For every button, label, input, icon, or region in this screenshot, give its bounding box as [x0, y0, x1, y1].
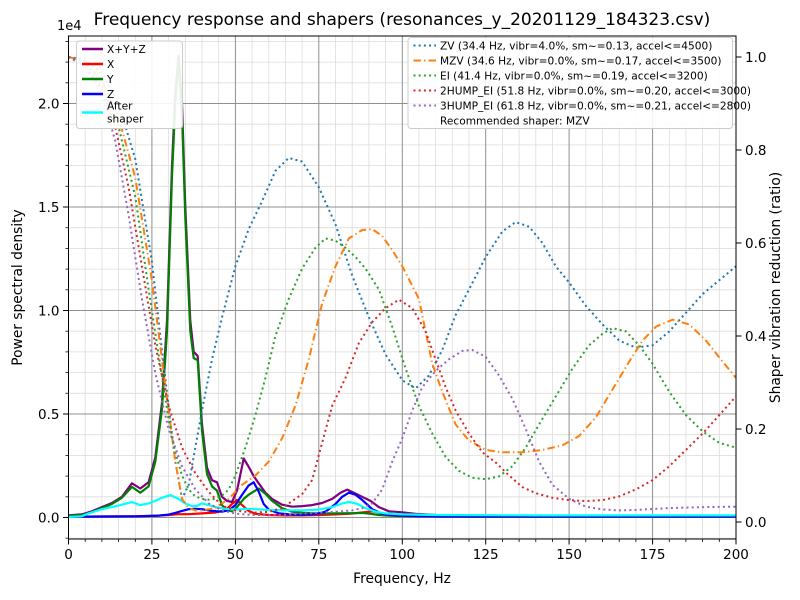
legend-recommended-shaper: Recommended shaper: MZV: [440, 115, 590, 127]
x-tick-label: 0: [64, 547, 73, 563]
chart-title: Frequency response and shapers (resonanc…: [94, 10, 711, 30]
legend-item-label: After: [107, 101, 133, 113]
legend-item-label: 2HUMP_EI (51.8 Hz, vibr=0.0%, sm~=0.20, …: [440, 85, 751, 97]
series-zv-line: [68, 56, 736, 500]
y-right-tick-label: 0.8: [745, 143, 766, 159]
y-left-tick-label: 0.0: [38, 510, 59, 526]
y-left-tick-label: 1.5: [38, 200, 59, 216]
x-tick-label: 75: [310, 547, 327, 563]
y-right-tick-label: 1.0: [745, 50, 766, 66]
legend-item-x: X: [82, 59, 114, 71]
legend-item-label: EI (41.4 Hz, vibr=0.0%, sm~=0.19, accel<…: [440, 70, 708, 82]
legend-item-zv: ZV (34.4 Hz, vibr=4.0%, sm~=0.13, accel<…: [413, 40, 712, 52]
x-axis-label: Frequency, Hz: [353, 571, 451, 587]
axes-layer: 0 25 50 75 100 125 150 175 200 0.0 0.5 1.0 1.5 2.0 0.0…: [38, 35, 766, 563]
x-tick-label: 125: [473, 547, 499, 563]
y-left-offset-text: 1e4: [57, 19, 82, 34]
legend-item-label: X: [107, 59, 114, 71]
y-right-axis-label: Shaper vibration reduction (ratio): [768, 172, 784, 403]
legend-shapers-frame: [407, 37, 733, 129]
legend-item-label: shaper: [107, 114, 144, 126]
y-right-tick-label: 0.2: [745, 422, 766, 438]
y-left-tick-label: 1.0: [38, 303, 59, 319]
y-left-tick-label: 0.5: [38, 407, 59, 423]
x-tick-label: 175: [640, 547, 666, 563]
y-right-tick-label: 0.6: [745, 236, 766, 252]
legend-item-label: X+Y+Z: [107, 44, 146, 56]
legend-item-2hump_ei: 2HUMP_EI (51.8 Hz, vibr=0.0%, sm~=0.20, …: [413, 85, 751, 97]
legend-item-ei: EI (41.4 Hz, vibr=0.0%, sm~=0.19, accel<…: [413, 70, 708, 82]
series-mzv-line: [68, 56, 736, 512]
legend-item-mzv: MZV (34.6 Hz, vibr=0.0%, sm~=0.17, accel…: [413, 55, 722, 67]
legend-item-label: 3HUMP_EI (61.8 Hz, vibr=0.0%, sm~=0.21, …: [440, 100, 751, 112]
legend-item-label: Y: [106, 74, 114, 86]
y-right-tick-label: 0.0: [745, 515, 766, 531]
series-ei-line: [68, 56, 736, 501]
y-left-tick-label: 2.0: [38, 96, 59, 112]
y-left-axis-label: Power spectral density: [10, 209, 26, 365]
legend-item-z: Z: [82, 89, 114, 101]
legend-item-3hump_ei: 3HUMP_EI (61.8 Hz, vibr=0.0%, sm~=0.21, …: [413, 100, 751, 112]
x-tick-label: 50: [227, 547, 244, 563]
legend-item-label: ZV (34.4 Hz, vibr=4.0%, sm~=0.13, accel<…: [440, 40, 712, 52]
legend-item-y: Y: [82, 74, 114, 86]
legend-item-label: MZV (34.6 Hz, vibr=0.0%, sm~=0.17, accel…: [440, 55, 722, 67]
x-tick-label: 200: [723, 547, 749, 563]
x-tick-label: 25: [143, 547, 160, 563]
y-right-tick-label: 0.4: [745, 329, 766, 345]
legend-item-label: Z: [107, 89, 114, 101]
series-layer: [68, 54, 736, 518]
legend-shapers: ZV (34.4 Hz, vibr=4.0%, sm~=0.13, accel<…: [407, 37, 751, 129]
x-tick-label: 150: [556, 547, 582, 563]
x-tick-label: 100: [389, 547, 415, 563]
legend-item-x+y+z: X+Y+Z: [82, 44, 146, 56]
